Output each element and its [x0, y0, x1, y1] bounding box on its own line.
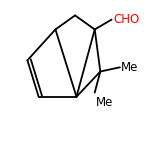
Text: Me: Me [121, 61, 139, 74]
Text: Me: Me [96, 96, 114, 109]
Text: CHO: CHO [113, 13, 139, 26]
